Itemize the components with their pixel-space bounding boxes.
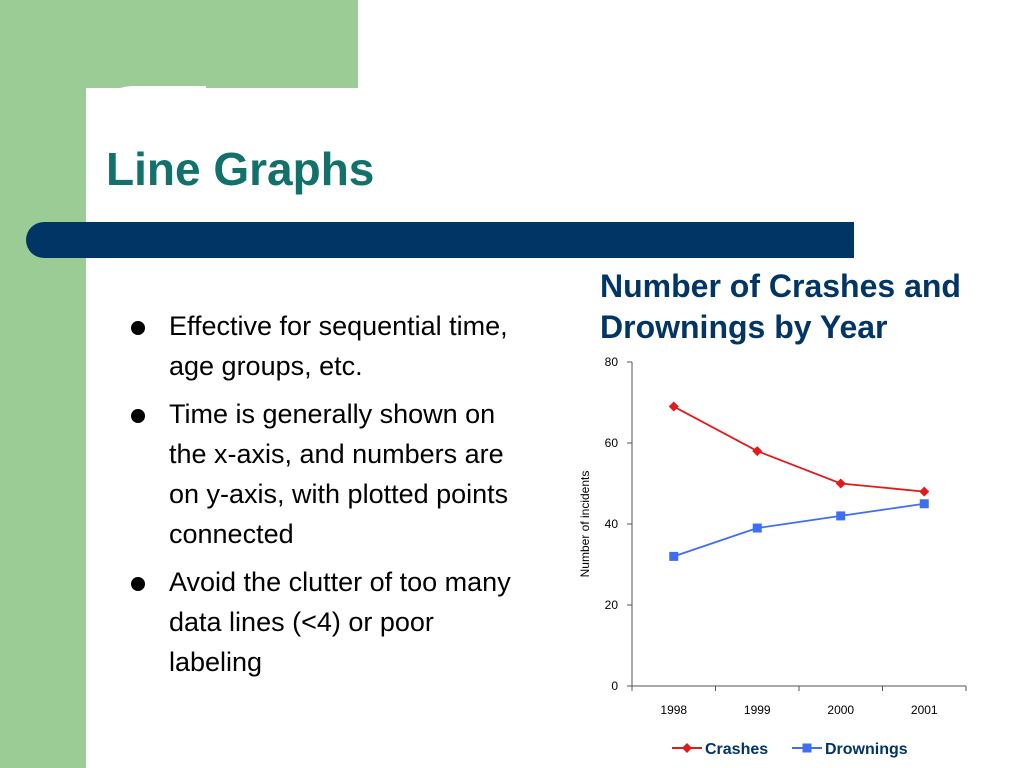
drownings-data-point bbox=[669, 551, 679, 561]
bullet-text: Effective for sequential time, age group… bbox=[169, 311, 508, 381]
crashes-data-point bbox=[835, 478, 846, 489]
drownings-data-point bbox=[836, 511, 846, 521]
drownings-legend-marker bbox=[802, 743, 812, 753]
bullet-dot-icon bbox=[131, 577, 145, 591]
bullet-text: Avoid the clutter of too many data lines… bbox=[169, 567, 511, 677]
crashes-data-point bbox=[752, 446, 763, 457]
crashes-data-point bbox=[919, 486, 930, 497]
x-tick-label: 1998 bbox=[660, 703, 687, 717]
slide-title: Line Graphs bbox=[106, 143, 375, 195]
bullet-item: Avoid the clutter of too many data lines… bbox=[128, 562, 528, 682]
drownings-data-point bbox=[919, 499, 929, 509]
drownings-series-line bbox=[673, 502, 925, 558]
y-axis-title: Number of incidents bbox=[578, 471, 592, 578]
green-top-block bbox=[0, 0, 358, 88]
x-tick-label: 1999 bbox=[744, 703, 771, 717]
bullet-dot-icon bbox=[131, 409, 145, 423]
y-tick-label: 20 bbox=[605, 598, 619, 612]
bullet-list: Effective for sequential time, age group… bbox=[128, 306, 528, 690]
bullet-dot-icon bbox=[131, 321, 145, 335]
y-tick-label: 60 bbox=[605, 436, 619, 450]
y-tick-label: 0 bbox=[611, 679, 618, 693]
crashes-legend-label: Crashes bbox=[705, 741, 768, 758]
title-underline-bar bbox=[26, 222, 854, 258]
chart-title: Number of Crashes and Drownings by Year bbox=[600, 268, 961, 345]
bullet-item: Time is generally shown on the x-axis, a… bbox=[128, 394, 528, 554]
bullet-text: Time is generally shown on the x-axis, a… bbox=[169, 399, 509, 549]
x-tick-label: 2000 bbox=[827, 703, 854, 717]
x-tick-label: 2001 bbox=[911, 703, 938, 717]
y-tick-label: 80 bbox=[605, 355, 619, 369]
crashes-legend-marker bbox=[682, 743, 692, 753]
green-side-stripe bbox=[0, 0, 86, 768]
drownings-data-point bbox=[752, 523, 762, 533]
line-chart: 0 20 40 60 80 1998 1999 2000 2001 Number of incid… bbox=[578, 355, 967, 758]
crashes-data-point bbox=[668, 401, 679, 412]
content-corner bbox=[86, 86, 206, 206]
bullet-item: Effective for sequential time, age group… bbox=[128, 306, 528, 386]
y-tick-label: 40 bbox=[605, 517, 619, 531]
crashes-series-line bbox=[673, 405, 925, 493]
drownings-legend-label: Drownings bbox=[825, 741, 908, 758]
